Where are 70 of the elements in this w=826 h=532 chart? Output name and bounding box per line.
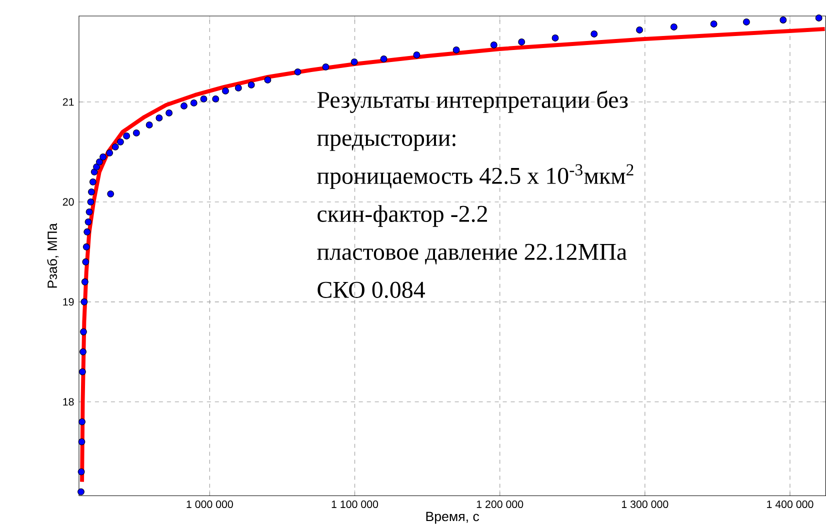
- x-axis-title: Время, с: [426, 512, 480, 524]
- point: [81, 278, 88, 286]
- point: [80, 298, 88, 306]
- point: [166, 110, 173, 117]
- x-tick-label: 1 300 000: [622, 500, 668, 508]
- point: [78, 468, 85, 476]
- point: [84, 228, 91, 236]
- annotation: Результаты интерпретации без: [317, 90, 628, 114]
- point: [112, 144, 119, 151]
- point: [200, 96, 208, 103]
- point: [96, 158, 103, 166]
- y-tick-label: 21: [62, 98, 74, 106]
- point: [86, 208, 93, 216]
- point: [78, 368, 86, 376]
- point: [264, 76, 272, 84]
- x-tick-label: 1 200 000: [476, 500, 524, 508]
- point: [93, 164, 100, 171]
- point: [350, 58, 358, 66]
- point: [80, 348, 86, 356]
- point: [518, 38, 526, 46]
- point: [84, 218, 92, 226]
- point: [146, 122, 153, 129]
- point: [156, 114, 163, 122]
- point: [190, 100, 198, 107]
- point: [413, 52, 420, 59]
- point: [780, 16, 787, 24]
- point: [234, 84, 242, 92]
- point: [80, 328, 87, 336]
- point: [89, 178, 96, 186]
- point: [248, 82, 255, 89]
- x-tick-label: 1 400 000: [767, 500, 814, 508]
- point: [78, 438, 86, 446]
- point: [552, 34, 559, 42]
- point: [380, 56, 388, 63]
- annotation: СКО 0.084: [318, 282, 426, 298]
- y-tick-label: 19: [63, 298, 74, 306]
- point: [490, 42, 498, 49]
- point: [106, 150, 114, 157]
- annotation: предыстории:: [317, 134, 456, 151]
- annotation: скин-фактор -2.2: [318, 205, 487, 227]
- point: [452, 46, 460, 54]
- y-axis-title: Рзаб, МПа: [47, 223, 59, 288]
- line-series: [80, 27, 826, 484]
- point: [87, 198, 94, 206]
- point: [82, 244, 90, 250]
- x-tick-label: 1 000 000: [186, 500, 233, 508]
- point: [322, 64, 330, 71]
- point: [78, 418, 86, 426]
- point: [132, 130, 140, 137]
- point: [82, 258, 90, 266]
- y-tick-label: 20: [62, 198, 74, 206]
- point: [710, 20, 718, 28]
- point: [212, 96, 220, 103]
- point: [636, 26, 644, 34]
- point: [78, 488, 84, 496]
- point: [116, 138, 124, 146]
- point: [107, 190, 114, 198]
- point: [222, 88, 229, 95]
- point: [294, 68, 302, 76]
- point: [742, 18, 750, 26]
- x-tick-label: 1 100 000: [332, 500, 378, 508]
- annotation: пластовое давление 22.12МПа: [317, 244, 627, 264]
- point: [590, 30, 598, 38]
- point: [100, 154, 107, 161]
- annotation: проницаемость 42.5 x 10$^{-3}$мкм$^{2}$: [317, 164, 634, 189]
- point: [180, 102, 188, 110]
- point: [670, 24, 678, 31]
- point: [123, 132, 130, 140]
- point: [88, 188, 95, 196]
- y-tick-label: 18: [63, 398, 74, 406]
